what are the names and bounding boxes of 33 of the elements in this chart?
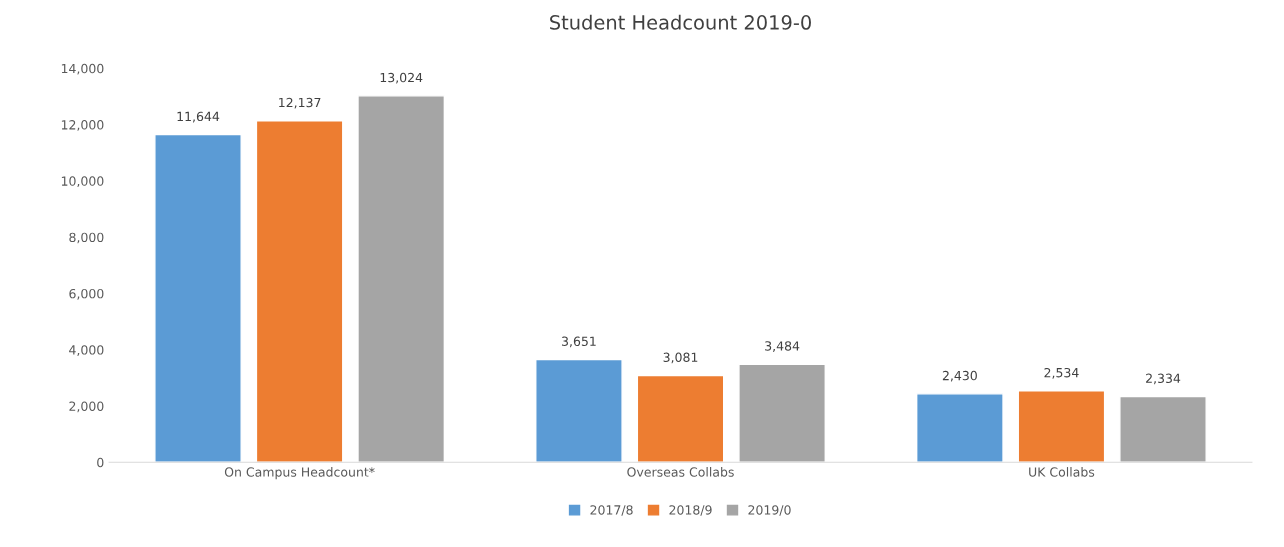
chart-title: Student Headcount 2019-0 <box>550 14 811 30</box>
data-label: 3,484 <box>765 341 800 352</box>
bar <box>738 363 826 463</box>
bar <box>255 120 344 463</box>
data-label: 3,651 <box>562 336 596 348</box>
legend-label: 2017/8 <box>590 505 633 516</box>
x-tick-label: Overseas Collabs <box>627 467 734 477</box>
data-label: 2,534 <box>1044 367 1079 379</box>
x-tick-label: On Campus Headcount* <box>224 467 375 480</box>
y-tick-label: 6,000 <box>69 288 104 300</box>
legend-label: 2019/0 <box>748 505 791 516</box>
data-label: 2,334 <box>1146 373 1181 385</box>
data-label: 12,137 <box>279 97 321 109</box>
data-label: 13,024 <box>380 72 423 84</box>
data-label: 3,081 <box>663 352 698 364</box>
y-tick-label: 2,000 <box>69 401 104 413</box>
data-label: 2,430 <box>942 370 977 382</box>
x-tick-label: UK Collabs <box>1029 467 1095 477</box>
y-tick-label: 0 <box>97 457 104 468</box>
y-tick-label: 12,000 <box>61 120 104 131</box>
y-tick-label: 8,000 <box>69 232 104 244</box>
y-tick-label: 14,000 <box>61 63 104 75</box>
bar <box>636 374 725 463</box>
y-tick-label: 10,000 <box>61 176 104 188</box>
data-label: 11,644 <box>177 111 220 123</box>
bar <box>357 95 446 463</box>
y-tick-label: 4,000 <box>69 345 104 356</box>
bar <box>1017 390 1106 463</box>
bar <box>154 133 242 463</box>
bar <box>915 393 1004 463</box>
legend-label: 2018/9 <box>669 505 712 516</box>
bar <box>1119 395 1207 463</box>
bar <box>535 358 623 463</box>
